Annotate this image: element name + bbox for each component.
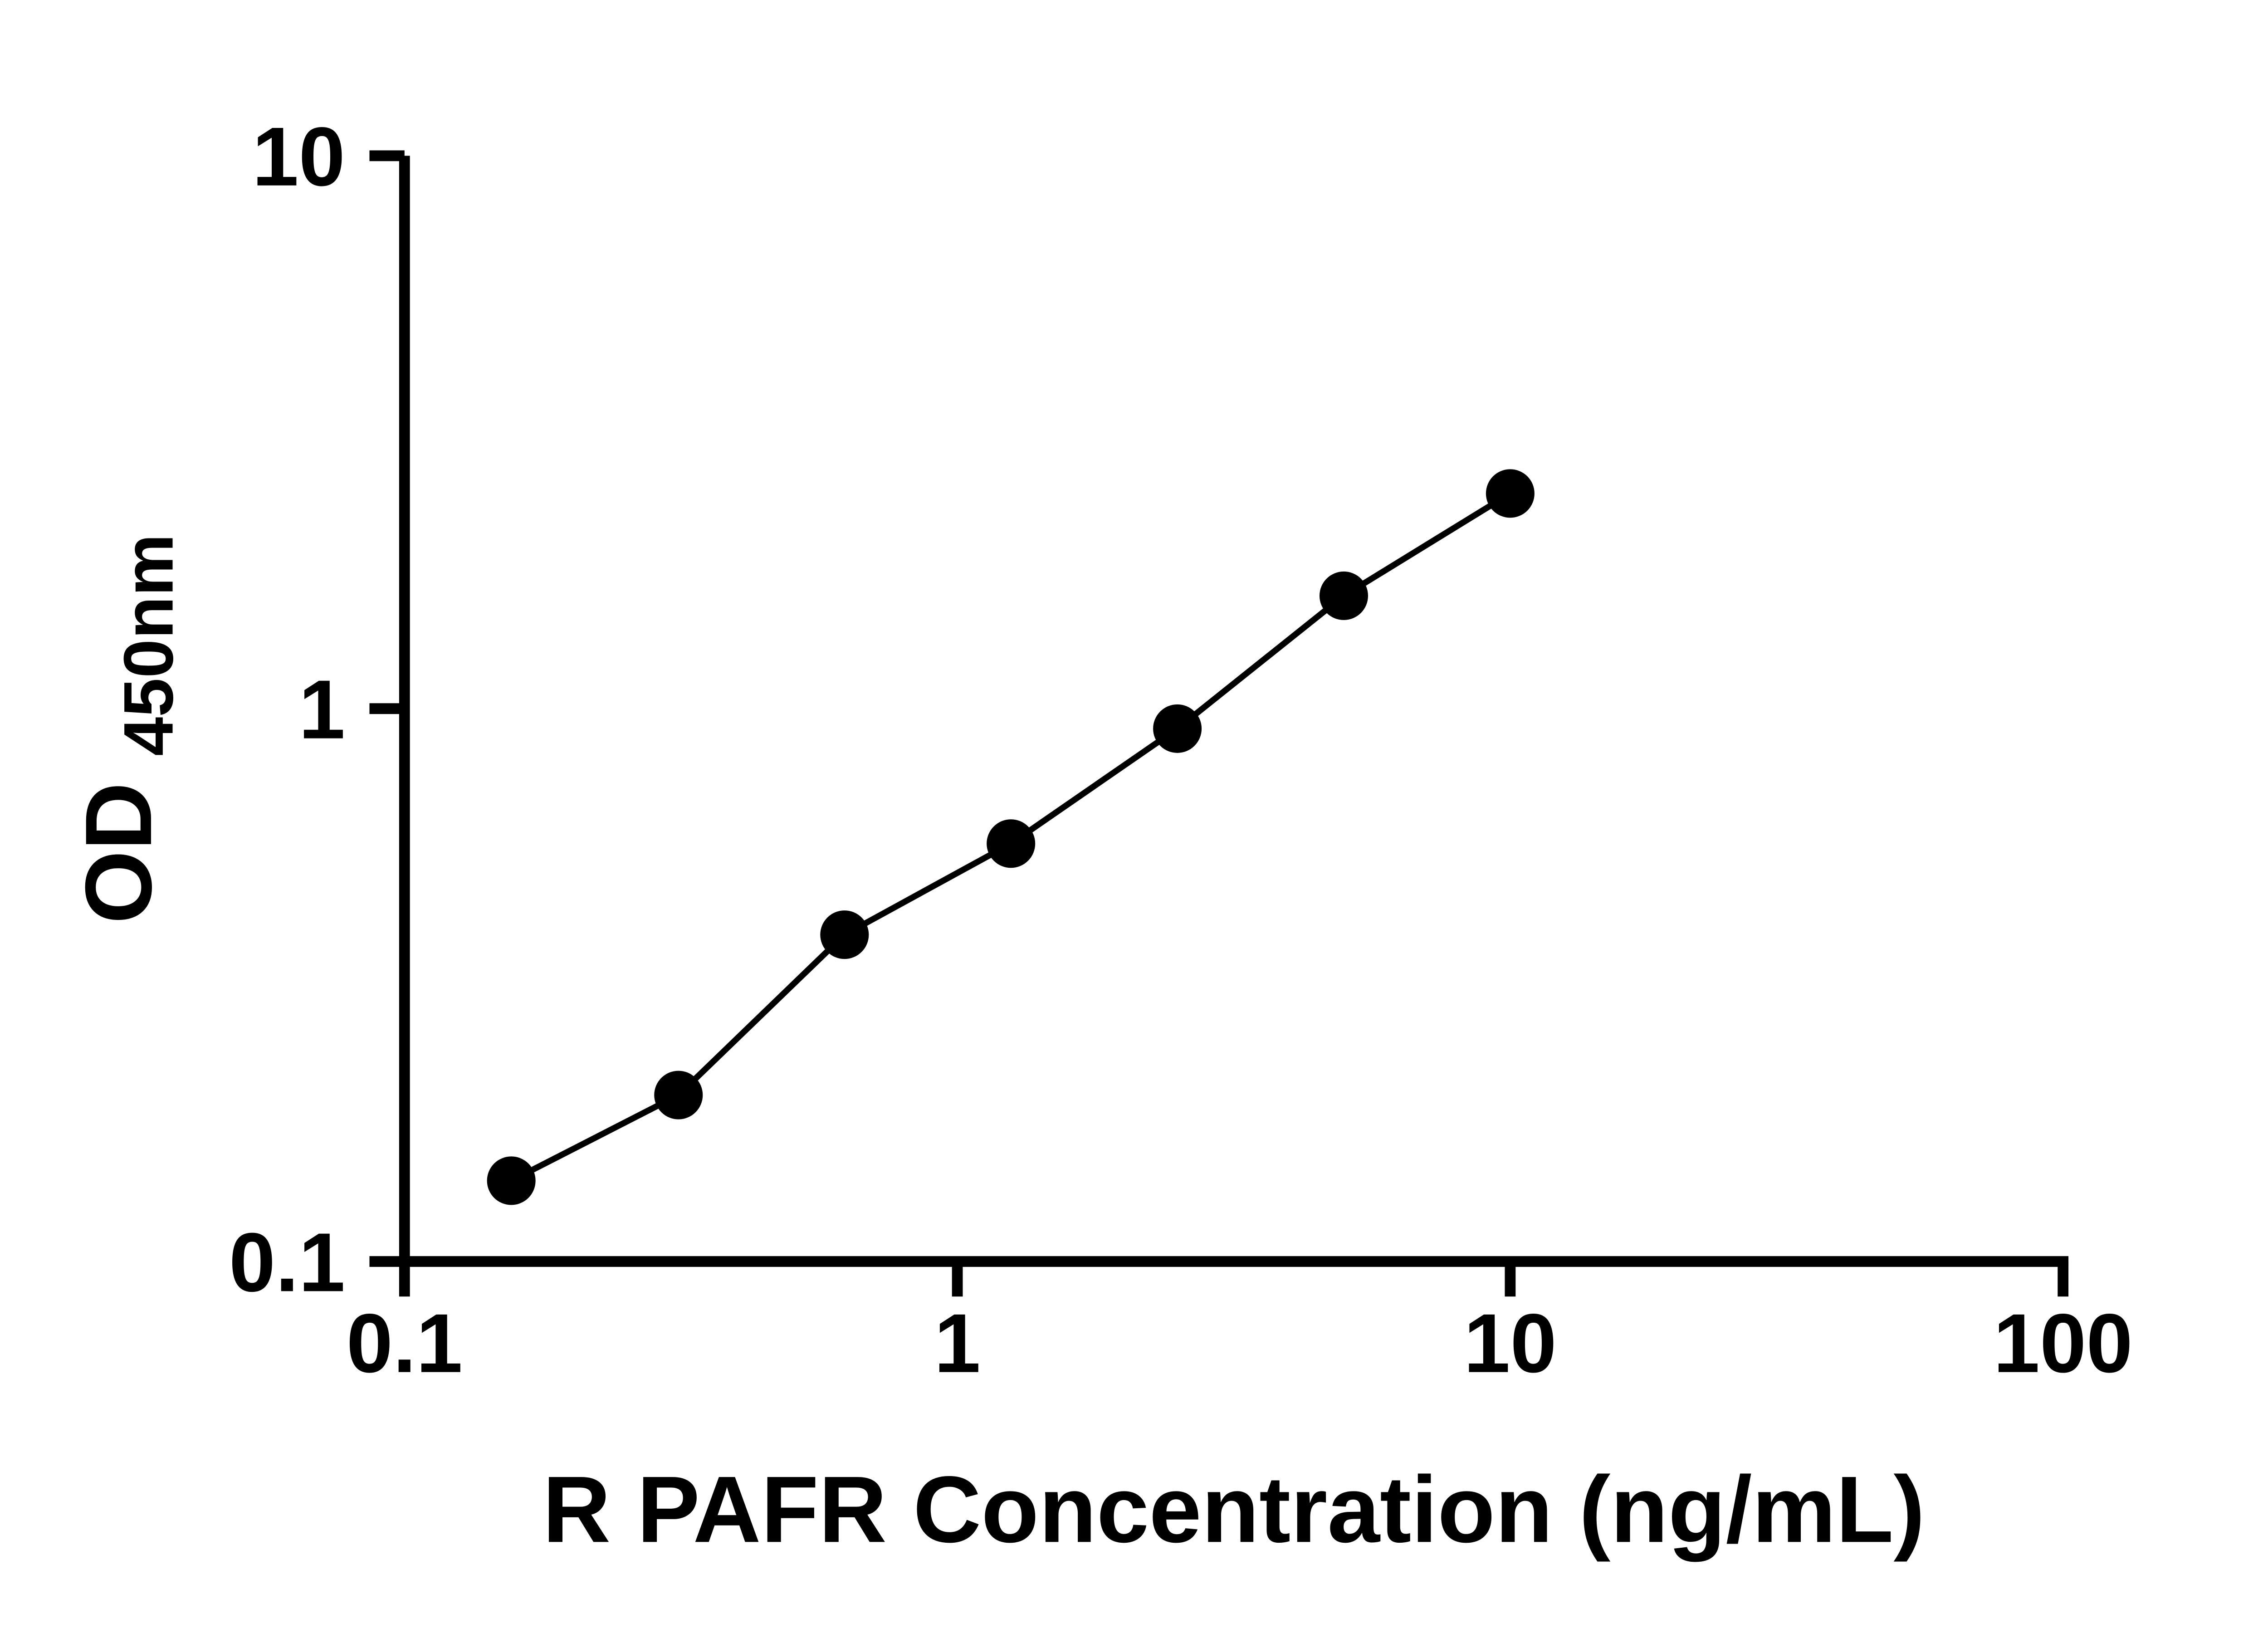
y-axis-tick-label: 1: [298, 663, 345, 757]
y-axis-title-main: OD: [66, 782, 171, 924]
x-axis-tick-label: 10: [1464, 1297, 1557, 1390]
data-point: [1486, 469, 1535, 518]
data-point: [1153, 704, 1202, 753]
x-axis-tick-label: 100: [1993, 1297, 2133, 1390]
data-point: [987, 819, 1036, 868]
data-point: [654, 1071, 703, 1120]
y-axis-title: OD 450nm: [66, 534, 188, 924]
data-point: [487, 1156, 536, 1205]
data-point: [1319, 571, 1368, 620]
y-axis-title-subscript: 450nm: [109, 534, 187, 756]
x-axis-title: R PAFR Concentration (ng/mL): [543, 1457, 1925, 1562]
plot-area: 0.1 1 10 0.1 1 10 100: [229, 110, 2133, 1390]
x-axis-tick-label: 1: [934, 1297, 981, 1390]
y-axis-tick-label: 10: [252, 110, 345, 204]
x-axis-tick-label: 0.1: [347, 1297, 463, 1390]
y-axis-tick-label: 0.1: [229, 1216, 345, 1309]
data-point: [820, 910, 869, 959]
